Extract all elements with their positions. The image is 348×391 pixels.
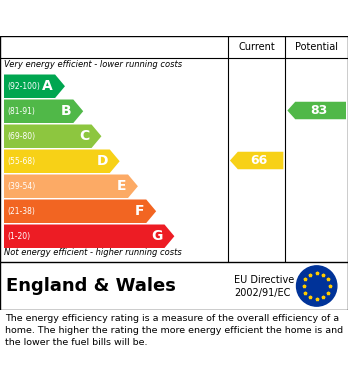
Text: (92-100): (92-100) xyxy=(7,82,40,91)
Text: G: G xyxy=(151,229,163,243)
Text: (39-54): (39-54) xyxy=(7,182,35,191)
Text: (1-20): (1-20) xyxy=(7,232,30,241)
Text: 83: 83 xyxy=(310,104,328,117)
Text: (55-68): (55-68) xyxy=(7,157,35,166)
Text: C: C xyxy=(79,129,89,143)
Polygon shape xyxy=(287,102,346,119)
Polygon shape xyxy=(4,174,138,198)
Polygon shape xyxy=(4,75,65,98)
Polygon shape xyxy=(4,149,120,173)
Text: England & Wales: England & Wales xyxy=(6,277,176,295)
Text: E: E xyxy=(117,179,126,193)
Circle shape xyxy=(296,266,337,306)
Text: Energy Efficiency Rating: Energy Efficiency Rating xyxy=(7,11,217,25)
Text: Very energy efficient - lower running costs: Very energy efficient - lower running co… xyxy=(4,60,182,69)
Text: A: A xyxy=(42,79,53,93)
Text: Current: Current xyxy=(238,42,275,52)
Polygon shape xyxy=(4,224,174,248)
Text: EU Directive: EU Directive xyxy=(234,275,294,285)
Text: (21-38): (21-38) xyxy=(7,207,35,216)
Text: 66: 66 xyxy=(251,154,268,167)
Text: Potential: Potential xyxy=(295,42,338,52)
Polygon shape xyxy=(230,152,283,169)
Polygon shape xyxy=(4,199,156,223)
Text: (81-91): (81-91) xyxy=(7,107,35,116)
Text: The energy efficiency rating is a measure of the overall efficiency of a home. T: The energy efficiency rating is a measur… xyxy=(5,314,343,346)
Text: (69-80): (69-80) xyxy=(7,132,35,141)
Text: F: F xyxy=(135,204,144,218)
Polygon shape xyxy=(4,99,83,123)
Text: D: D xyxy=(96,154,108,168)
Text: 2002/91/EC: 2002/91/EC xyxy=(234,288,290,298)
Polygon shape xyxy=(4,124,101,148)
Text: B: B xyxy=(61,104,71,118)
Text: Not energy efficient - higher running costs: Not energy efficient - higher running co… xyxy=(4,248,182,257)
